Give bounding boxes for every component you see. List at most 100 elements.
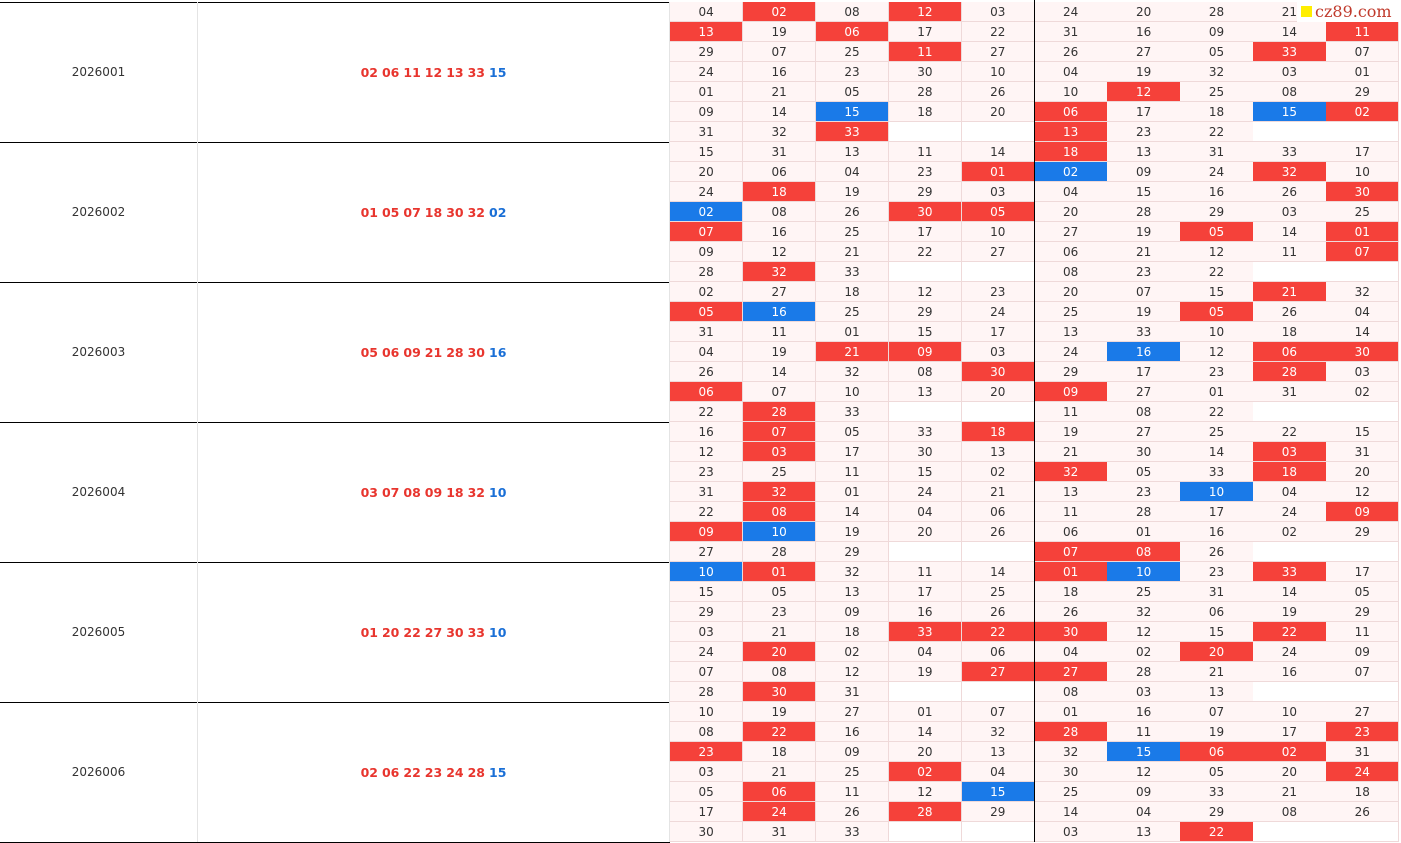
red-hit-cell: 24 (742, 802, 817, 822)
number-cell: 27 (1107, 382, 1181, 402)
number-cell: 11 (815, 462, 890, 482)
number-cell: 16 (1180, 522, 1254, 542)
number-cell: 08 (742, 662, 817, 682)
empty-cell (888, 122, 963, 142)
number-cell: 14 (961, 562, 1035, 582)
number-cell: 04 (1107, 802, 1181, 822)
number-cell: 29 (1326, 602, 1400, 622)
number-cell: 26 (1034, 602, 1108, 622)
number-cell: 20 (670, 162, 744, 182)
number-cell: 07 (1326, 42, 1400, 62)
number-cell: 19 (1107, 302, 1181, 322)
watermark-text: cz89.com (1315, 1, 1392, 21)
number-cell: 25 (1180, 422, 1254, 442)
draw-numbers: 02 06 22 23 24 28 15 (198, 702, 670, 842)
number-cell: 22 (670, 502, 744, 522)
number-cell: 19 (1253, 602, 1327, 622)
watermark: cz89.com (1297, 0, 1401, 22)
red-ball: 22 (403, 764, 421, 780)
number-cell: 20 (888, 742, 963, 762)
number-cell: 22 (1253, 422, 1327, 442)
number-cell: 03 (961, 342, 1035, 362)
number-cell: 17 (1107, 362, 1181, 382)
number-cell: 02 (1107, 642, 1181, 662)
red-hit-cell: 33 (1253, 42, 1327, 62)
number-cell: 14 (1253, 582, 1327, 602)
number-cell: 29 (961, 802, 1035, 822)
empty-cell (961, 402, 1035, 422)
red-ball: 18 (446, 484, 464, 500)
number-cell: 19 (742, 702, 817, 722)
number-cell: 10 (1180, 322, 1254, 342)
number-cell: 04 (1034, 642, 1108, 662)
number-cell: 31 (1253, 382, 1327, 402)
red-hit-cell: 22 (961, 622, 1035, 642)
red-hit-cell: 30 (742, 682, 817, 702)
number-cell: 14 (742, 102, 817, 122)
red-hit-cell: 27 (1034, 662, 1108, 682)
number-cell: 09 (1180, 22, 1254, 42)
empty-cell (1326, 682, 1400, 702)
number-cell: 19 (1107, 62, 1181, 82)
number-cell: 21 (961, 482, 1035, 502)
number-cell: 17 (961, 322, 1035, 342)
red-hit-cell: 03 (742, 442, 817, 462)
number-cell: 27 (1326, 702, 1400, 722)
number-cell: 24 (670, 642, 744, 662)
number-cell: 28 (1107, 502, 1181, 522)
number-cell: 12 (815, 662, 890, 682)
number-cell: 15 (1326, 422, 1400, 442)
number-cell: 01 (888, 702, 963, 722)
issue-number: 2026002 (0, 142, 198, 282)
empty-cell (961, 822, 1035, 842)
number-cell: 21 (815, 242, 890, 262)
number-cell: 27 (961, 42, 1035, 62)
number-cell: 33 (1253, 142, 1327, 162)
empty-cell (888, 542, 963, 562)
red-ball: 05 (360, 344, 378, 360)
number-cell: 13 (1107, 822, 1181, 842)
number-cell: 33 (1180, 782, 1254, 802)
empty-cell (1253, 822, 1327, 842)
number-cell: 29 (1326, 522, 1400, 542)
red-hit-cell: 01 (1034, 562, 1108, 582)
number-cell: 08 (670, 722, 744, 742)
number-cell: 23 (1180, 362, 1254, 382)
number-cell: 29 (670, 602, 744, 622)
number-cell: 14 (1180, 442, 1254, 462)
number-cell: 27 (1107, 422, 1181, 442)
number-cell: 24 (670, 182, 744, 202)
number-cell: 03 (1034, 822, 1108, 842)
red-hit-cell: 24 (1326, 762, 1400, 782)
empty-cell (1326, 122, 1400, 142)
number-cell: 08 (888, 362, 963, 382)
number-cell: 33 (815, 262, 890, 282)
number-cell: 13 (815, 582, 890, 602)
number-cell: 12 (1107, 762, 1181, 782)
red-hit-cell: 06 (815, 22, 890, 42)
number-cell: 04 (888, 502, 963, 522)
number-cell: 01 (1180, 382, 1254, 402)
number-cell: 13 (1034, 322, 1108, 342)
red-hit-cell: 09 (670, 522, 744, 542)
number-cell: 26 (1253, 302, 1327, 322)
number-cell: 12 (888, 282, 963, 302)
number-cell: 12 (1180, 342, 1254, 362)
number-cell: 23 (670, 462, 744, 482)
number-cell: 29 (1180, 202, 1254, 222)
red-hit-cell: 18 (742, 182, 817, 202)
number-cell: 09 (815, 602, 890, 622)
number-cell: 17 (815, 442, 890, 462)
red-hit-cell: 02 (1326, 102, 1400, 122)
number-cell: 11 (1034, 402, 1108, 422)
number-cell: 13 (1107, 142, 1181, 162)
number-cell: 30 (888, 62, 963, 82)
number-cell: 02 (1253, 522, 1327, 542)
number-cell: 30 (1107, 442, 1181, 462)
blue-hit-cell: 15 (961, 782, 1035, 802)
number-cell: 03 (961, 182, 1035, 202)
red-ball: 02 (360, 64, 378, 80)
number-cell: 30 (888, 442, 963, 462)
number-cell: 05 (670, 782, 744, 802)
red-hit-cell: 07 (742, 422, 817, 442)
